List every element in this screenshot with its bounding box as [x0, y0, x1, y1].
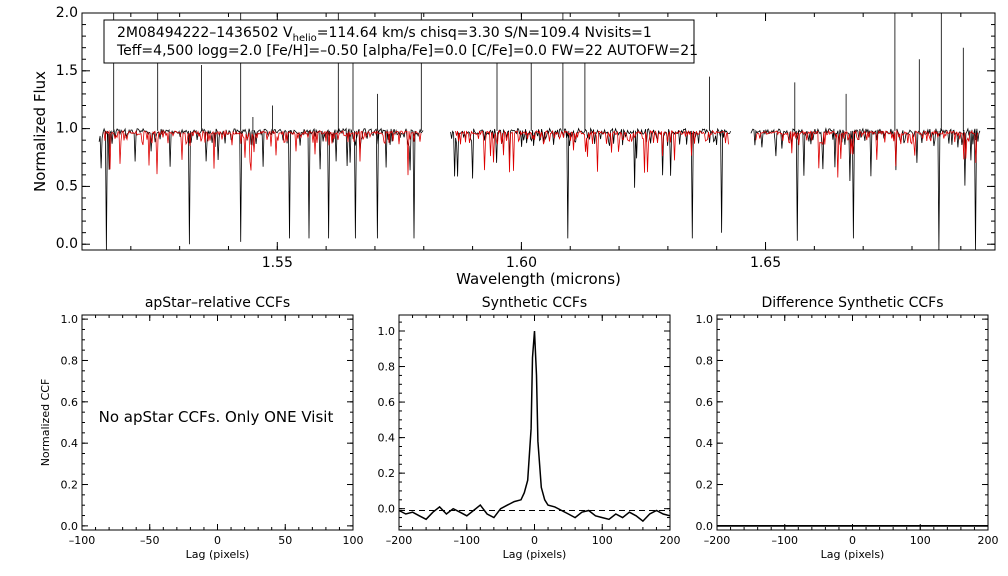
y-tick-label: 0.4 — [378, 432, 396, 445]
velocity-subscript: helio — [293, 33, 317, 44]
x-tick-label: 1.60 — [506, 255, 537, 271]
apstar-ccf-panel: –100 –50 0 50 100 0.0 0.2 0.4 0.6 0.8 1.0 Lag (pixe… — [39, 295, 364, 561]
x-tick-label: –100 — [69, 534, 96, 547]
y-tick-label: 0.2 — [378, 467, 396, 480]
no-ccf-message: No apStar CCFs. Only ONE Visit — [99, 408, 334, 426]
y-tick-label: 0.6 — [378, 396, 396, 409]
y-tick-label: 0.4 — [696, 437, 714, 450]
x-axis-title: Lag (pixels) — [186, 548, 250, 561]
x-axis-title: Lag (pixels) — [821, 548, 885, 561]
x-axis-title: Lag (pixels) — [503, 548, 567, 561]
x-tick-label: 1.65 — [750, 255, 781, 271]
synthetic-ccf-panel: –200 –100 0 100 200 0.0 0.2 0.4 0.6 0.8 1.0 Lag (pi… — [378, 295, 681, 561]
x-tick-label: –100 — [454, 534, 481, 547]
panel-title: Synthetic CCFs — [482, 295, 587, 311]
x-tick-label: 100 — [343, 534, 364, 547]
y-tick-label: 1.0 — [56, 121, 78, 137]
x-tick-label: 0 — [214, 534, 221, 547]
y-tick-label: 1.5 — [56, 63, 78, 79]
x-tick-label: 100 — [592, 534, 613, 547]
star-id: 2M08494222–1436502 V — [117, 25, 293, 41]
difference-ccf-panel: –200 –100 0 100 200 0.0 0.2 0.4 0.6 0.8 1.0 Lag (pi… — [696, 295, 999, 561]
y-tick-label: 0.0 — [378, 503, 396, 516]
model-spectrum-line — [103, 129, 979, 178]
info-line-1: 2M08494222–1436502 Vhelio=114.64 km/s ch… — [117, 25, 652, 44]
y-tick-label: 0.0 — [56, 236, 78, 252]
plot-frame — [81, 12, 996, 251]
y-tick-label: 0.2 — [696, 479, 714, 492]
panel-title: Difference Synthetic CCFs — [761, 295, 943, 311]
y-tick-label: 0.6 — [696, 396, 714, 409]
x-tick-label: –200 — [704, 534, 731, 547]
x-tick-label: 0 — [531, 534, 538, 547]
y-tick-label: 1.0 — [61, 313, 79, 326]
x-tick-label: 0 — [849, 534, 856, 547]
x-tick-label: 100 — [910, 534, 931, 547]
y-tick-label: 0.6 — [61, 396, 79, 409]
y-tick-label: 0.5 — [56, 178, 78, 194]
x-tick-label: 200 — [660, 534, 681, 547]
x-tick-label: 200 — [978, 534, 999, 547]
panel-title: apStar–relative CCFs — [145, 295, 290, 311]
synthetic-ccf-line — [398, 330, 671, 523]
x-tick-label: 50 — [278, 534, 292, 547]
y-tick-label: 0.0 — [61, 520, 79, 533]
x-tick-label: –200 — [386, 534, 413, 547]
y-tick-label: 0.0 — [696, 520, 714, 533]
y-tick-label: 0.8 — [378, 361, 396, 374]
info-line-2: Teff=4,500 logg=2.0 [Fe/H]=–0.50 [alpha/… — [116, 43, 698, 59]
velocity-stats: =114.64 km/s chisq=3.30 S/N=109.4 Nvisit… — [317, 25, 652, 41]
y-tick-label: 2.0 — [56, 5, 78, 21]
x-tick-label: 1.55 — [262, 255, 293, 271]
y-tick-label: 1.0 — [378, 325, 396, 338]
plot-frame — [716, 314, 989, 531]
info-box — [103, 19, 695, 64]
y-axis-title: Normalized Flux — [31, 71, 49, 192]
x-tick-label: –50 — [140, 534, 160, 547]
y-tick-label: 1.0 — [696, 313, 714, 326]
x-tick-label: –100 — [772, 534, 799, 547]
observed-spectrum-line — [98, 13, 981, 250]
y-tick-label: 0.4 — [61, 437, 79, 450]
y-tick-label: 0.8 — [61, 354, 79, 367]
x-axis-title: Wavelength (microns) — [456, 270, 621, 288]
y-tick-label: 0.2 — [61, 479, 79, 492]
spectrum-panel: 1.55 1.60 1.65 0.0 0.5 1.0 1.5 2.0 Wavelength (m… — [31, 5, 996, 288]
y-tick-label: 0.8 — [696, 354, 714, 367]
y-axis-title: Normalized CCF — [39, 379, 52, 467]
